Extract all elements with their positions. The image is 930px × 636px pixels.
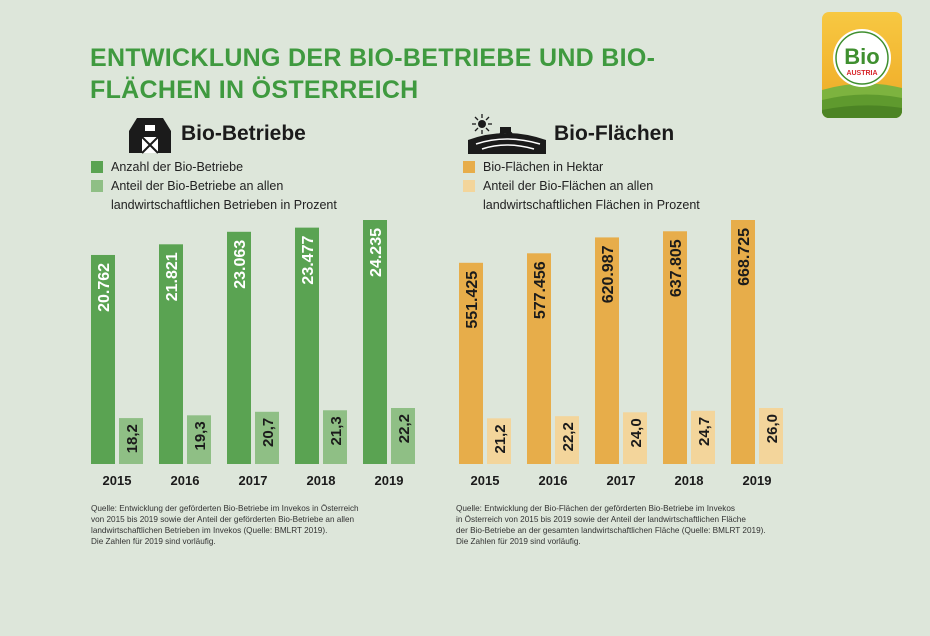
legend-label: Bio-Flächen in Hektar	[483, 160, 604, 174]
betriebe-bar-main	[159, 244, 183, 464]
legend-label: Anzahl der Bio-Betriebe	[111, 160, 244, 174]
flaechen-bar-percent	[487, 418, 511, 464]
flaechen-bar-main-label: 668.725	[736, 228, 753, 286]
bio-austria-logo: Bio AUSTRIA	[822, 12, 902, 118]
source-line: landwirtschaftlichen Betrieben im Inveko…	[91, 526, 328, 535]
left-panel-header: Bio-Betriebe	[127, 114, 306, 154]
betriebe-year-label: 2019	[375, 473, 404, 488]
flaechen-bar-main	[459, 262, 483, 464]
legend-item-anteil: Anteil der Bio-Betriebe an allen landwir…	[91, 177, 337, 215]
flaechen-bar-percent-label: 24,7	[696, 417, 713, 446]
betriebe-bar-percent-label: 19,3	[192, 421, 209, 450]
betriebe-bar-percent	[119, 418, 143, 464]
flaechen-bar-percent	[759, 408, 783, 464]
betriebe-year-label: 2016	[171, 473, 200, 488]
betriebe-year-label: 2015	[103, 473, 132, 488]
right-source-note: Quelle: Entwicklung der Bio-Flächen der …	[456, 503, 826, 547]
betriebe-bar-percent-label: 22,2	[396, 414, 413, 443]
betriebe-bar-percent	[323, 410, 347, 464]
right-panel-header: Bio-Flächen	[466, 114, 674, 154]
flaechen-year-label: 2018	[675, 473, 704, 488]
flaechen-year-label: 2017	[607, 473, 636, 488]
flaechen-bar-percent	[623, 412, 647, 464]
betriebe-year-label: 2018	[307, 473, 336, 488]
flaechen-year-label: 2015	[471, 473, 500, 488]
flaechen-bar-percent-label: 26,0	[764, 414, 781, 443]
legend-label-line2: landwirtschaftlichen Betrieben in Prozen…	[111, 198, 337, 212]
betriebe-bar-main	[91, 254, 115, 464]
betriebe-bar-percent	[255, 411, 279, 464]
flaechen-bar-main-label: 577.456	[532, 261, 549, 319]
barn-icon	[129, 118, 171, 154]
source-line: der Bio-Betriebe an der gesamten landwir…	[456, 526, 766, 535]
source-line: Quelle: Entwicklung der Bio-Flächen der …	[456, 504, 735, 513]
betriebe-bar-main	[227, 231, 251, 464]
source-line: Die Zahlen für 2019 sind vorläufig.	[456, 537, 581, 546]
legend-item-anzahl: Anzahl der Bio-Betriebe	[91, 158, 337, 177]
flaechen-bar-main	[595, 237, 619, 464]
legend-swatch	[463, 180, 475, 192]
betriebe-bar-main-label: 20.762	[96, 263, 113, 312]
field-tractor-icon	[468, 114, 546, 154]
legend-label: Anteil der Bio-Flächen an allen	[483, 179, 654, 193]
right-legend: Bio-Flächen in Hektar Anteil der Bio-Flä…	[463, 158, 700, 215]
flaechen-bar-main-label: 620.987	[600, 245, 617, 303]
flaechen-bar-main-label: 551.425	[464, 271, 481, 329]
source-line: Die Zahlen für 2019 sind vorläufig.	[91, 537, 216, 546]
logo-austria-text: AUSTRIA	[846, 70, 877, 77]
page-title: ENTWICKLUNG DER BIO-BETRIEBE UND BIO-FLÄ…	[90, 44, 656, 104]
betriebe-bar-main-label: 24.235	[368, 228, 385, 277]
right-panel-title: Bio-Flächen	[554, 122, 675, 145]
betriebe-bar-percent-label: 20,7	[260, 418, 277, 447]
betriebe-bar-percent-label: 21,3	[328, 416, 345, 445]
betriebe-bar-main	[363, 220, 387, 464]
betriebe-bar-main-label: 23.477	[300, 236, 317, 285]
flaechen-bar-main-label: 637.805	[668, 239, 685, 297]
flaechen-bar-percent-label: 22,2	[560, 422, 577, 451]
source-line: von 2015 bis 2019 sowie der Anteil der g…	[91, 515, 355, 524]
legend-swatch	[463, 161, 475, 173]
flaechen-year-label: 2016	[539, 473, 568, 488]
left-source-note: Quelle: Entwicklung der geförderten Bio-…	[91, 503, 451, 547]
legend-label: Anteil der Bio-Betriebe an allen	[111, 179, 284, 193]
betriebe-bar-main-label: 23.063	[232, 240, 249, 289]
left-legend: Anzahl der Bio-Betriebe Anteil der Bio-B…	[91, 158, 337, 215]
flaechen-bar-percent-label: 24,0	[628, 418, 645, 447]
betriebe-bar-percent-label: 18,2	[124, 424, 141, 453]
flaechen-bar-percent-label: 21,2	[492, 424, 509, 453]
left-panel-title: Bio-Betriebe	[181, 122, 306, 145]
betriebe-bar-percent	[391, 408, 415, 464]
legend-swatch	[91, 180, 103, 192]
flaechen-bar-main	[527, 253, 551, 464]
legend-swatch	[91, 161, 103, 173]
legend-label-line2: landwirtschaftlichen Flächen in Prozent	[483, 198, 700, 212]
betriebe-year-label: 2017	[239, 473, 268, 488]
flaechen-bar-percent	[555, 416, 579, 464]
flaechen-bar-main	[663, 231, 687, 464]
betriebe-bar-percent	[187, 415, 211, 464]
source-line: Quelle: Entwicklung der geförderten Bio-…	[91, 504, 359, 513]
logo-bio-text: Bio	[844, 44, 879, 69]
flaechen-bar-percent	[691, 410, 715, 464]
betriebe-bar-main	[295, 227, 319, 464]
legend-item-hektar: Bio-Flächen in Hektar	[463, 158, 700, 177]
flaechen-bar-main	[731, 220, 755, 464]
legend-item-anteil-flaechen: Anteil der Bio-Flächen an allen landwirt…	[463, 177, 700, 215]
betriebe-bar-main-label: 21.821	[164, 252, 181, 301]
source-line: in Österreich von 2015 bis 2019 sowie de…	[456, 515, 746, 524]
flaechen-year-label: 2019	[743, 473, 772, 488]
